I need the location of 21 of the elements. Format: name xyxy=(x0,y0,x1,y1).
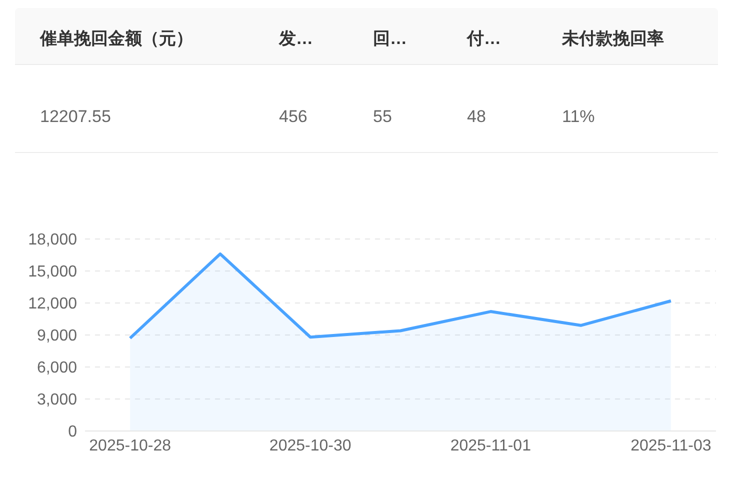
y-tick-label: 9,000 xyxy=(36,328,78,345)
text: 456 xyxy=(279,107,308,126)
category-label: 回… xyxy=(373,28,407,50)
text: 55 xyxy=(373,107,392,126)
text: 11% xyxy=(562,107,595,126)
x-tick-label: 2025-11-01 xyxy=(450,437,532,454)
x-tick-label: 2025-10-28 xyxy=(89,437,172,454)
x-tick-label: 2025-11-03 xyxy=(630,437,712,454)
y-tick-label: 6,000 xyxy=(36,360,78,377)
y-tick-label: 15,000 xyxy=(28,264,78,281)
category-label: 付… xyxy=(467,28,501,50)
category-label: 发… xyxy=(279,28,313,50)
text: 12207.55 xyxy=(40,107,111,126)
y-tick-label: 18,000 xyxy=(28,232,78,249)
text: 48 xyxy=(467,107,486,126)
y-tick-label: 0 xyxy=(68,424,78,441)
y-tick-label: 12,000 xyxy=(28,296,78,313)
y-tick-label: 3,000 xyxy=(36,392,78,409)
category-label: 催单挽回金额（元） xyxy=(40,28,193,50)
x-tick-label: 2025-10-30 xyxy=(269,437,352,454)
category-label: 未付款挽回率 xyxy=(562,28,664,50)
